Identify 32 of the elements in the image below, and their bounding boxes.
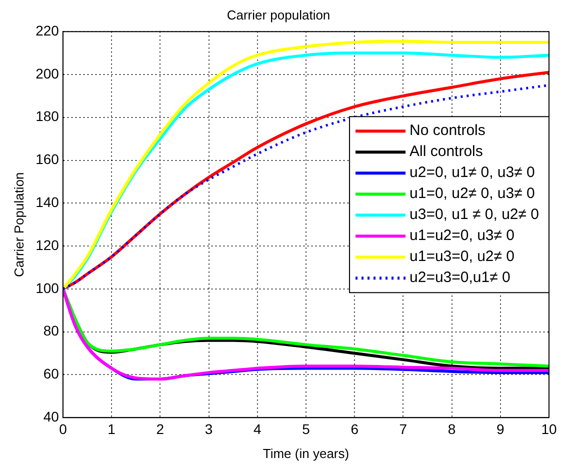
x-tick-label: 4 bbox=[253, 420, 262, 437]
x-tick-label: 7 bbox=[399, 420, 408, 437]
y-tick-label: 140 bbox=[36, 194, 60, 210]
y-tick-label: 40 bbox=[43, 408, 60, 424]
legend-label: u3=0, u1 ≠ 0, u2≠ 0 bbox=[410, 206, 540, 224]
y-axis-title: Carrier Population bbox=[11, 172, 26, 277]
legend-label: u2=u3=0,u1≠ 0 bbox=[410, 269, 510, 286]
legend-label: u1=u2=0, u3≠ 0 bbox=[410, 227, 515, 244]
y-tick-label: 80 bbox=[43, 322, 60, 339]
x-tick-label: 3 bbox=[204, 420, 213, 437]
y-tick-label: 220 bbox=[36, 22, 60, 38]
y-tick-label: 160 bbox=[36, 151, 60, 168]
x-tick-label: 10 bbox=[541, 420, 557, 437]
chart-title: Carrier population bbox=[226, 7, 330, 22]
x-axis-title: Time (in years) bbox=[262, 446, 350, 461]
y-tick-label: 100 bbox=[36, 280, 60, 296]
x-tick-label: 6 bbox=[350, 420, 359, 437]
y-tick-label: 120 bbox=[36, 236, 60, 253]
x-tick-label: 9 bbox=[496, 420, 504, 437]
legend-label: All controls bbox=[410, 143, 483, 160]
x-tick-label: 2 bbox=[156, 420, 164, 437]
legend-label: u2=0, u1≠ 0, u3≠ 0 bbox=[410, 164, 535, 182]
x-tick-label: 5 bbox=[302, 420, 310, 437]
x-tick-label: 0 bbox=[59, 420, 68, 437]
legend-label: No controls bbox=[410, 122, 486, 140]
y-tick-label: 200 bbox=[36, 65, 60, 82]
y-tick-label: 60 bbox=[43, 366, 60, 382]
legend-label: u1=u3=0, u2≠ 0 bbox=[410, 248, 515, 266]
y-tick-label: 180 bbox=[36, 108, 60, 124]
legend-label: u1=0, u2≠ 0, u3≠ 0 bbox=[410, 185, 535, 202]
x-tick-label: 8 bbox=[448, 420, 456, 437]
x-tick-label: 1 bbox=[108, 420, 116, 437]
